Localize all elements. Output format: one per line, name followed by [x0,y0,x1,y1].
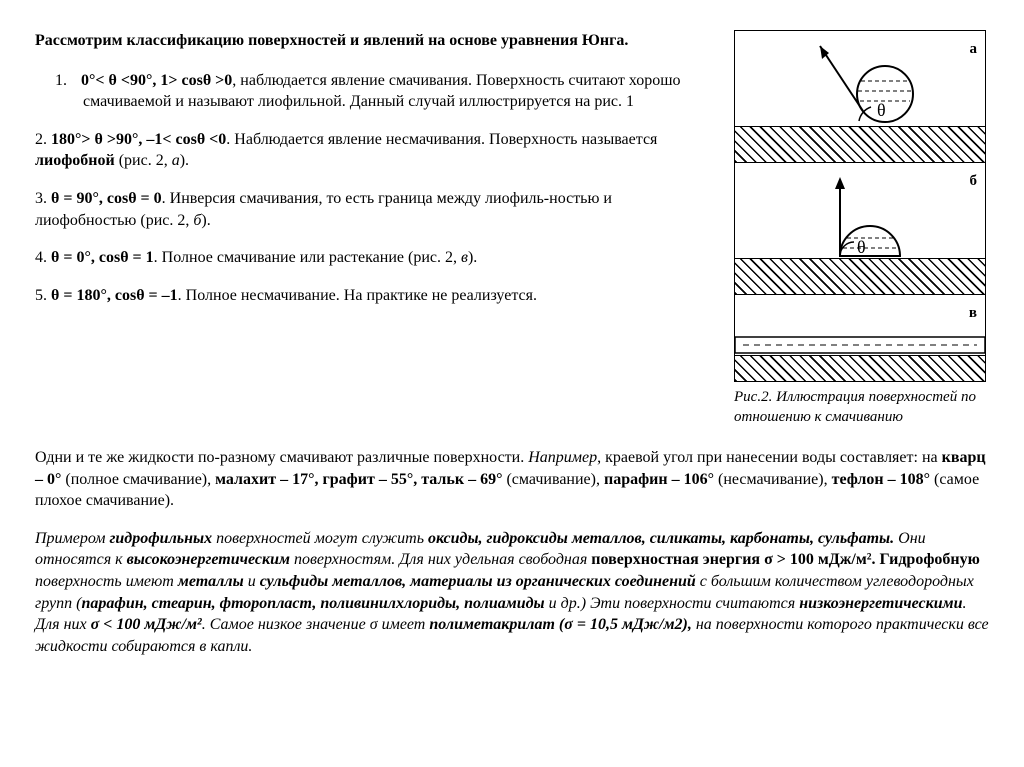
item-number: 2. [35,131,51,148]
item-number: 5. [35,287,51,304]
item-number: 4. [35,249,51,266]
text: . Самое низкое значение σ имеет [202,616,430,633]
text-bold: тефлон – 108° [832,471,930,488]
figure-column: а θ б [734,30,989,427]
paragraph-examples: Одни и те же жидкости по-разному смачива… [35,447,989,512]
text-bold: сульфиды металлов, материалы из органиче… [260,573,696,590]
condition: 180°> θ >90°, –1< cosθ <0 [51,131,226,148]
item-number: 3. [35,190,51,207]
item-text: ). [180,152,189,169]
text-bold: парафин – 106° [604,471,714,488]
spreading-film-icon [735,295,985,355]
term: лиофобной [35,152,115,169]
condition: θ = 90°, cosθ = 0 [51,190,162,207]
item-number: 1. [55,72,81,89]
paragraph-hydrophilic: Примером гидрофильных поверхностей могут… [35,528,989,658]
list-item-1: 1.0°< θ <90°, 1> cosθ >0, наблюдается яв… [35,70,709,113]
svg-text:θ: θ [877,100,886,120]
text-bold: гидрофильных [109,530,212,547]
text: Примером [35,530,109,547]
diagram-panel-a: а θ [735,31,985,126]
list-item-3: 3. θ = 90°, cosθ = 0. Инверсия смачивани… [35,188,709,231]
figure-2-diagram: а θ б [734,30,986,382]
ref: в [461,249,468,266]
condition: 0°< θ <90°, 1> cosθ >0 [81,72,232,89]
hatched-surface [735,355,985,381]
condition: θ = 180°, cosθ = –1 [51,287,178,304]
text-bold: малахит – 17°, графит – 55°, тальк – 69° [215,471,502,488]
drop-hemisphere-icon: θ [735,163,985,258]
text: и др.) Эти поверхности считаются [545,595,800,612]
diagram-panel-v: в [735,295,985,355]
diagram-panel-b: б θ [735,163,985,258]
figure-caption: Рис.2. Иллюстрация поверхностей по отнош… [734,388,989,427]
body-paragraphs: Одни и те же жидкости по-разному смачива… [35,447,989,657]
item-text: (рис. 2, [115,152,172,169]
item-text: ). [468,249,477,266]
text-bold: полиметакрилат (σ = 10,5 мДж/м2), [429,616,692,633]
text-bold: металлы [178,573,244,590]
text: Одни и те же жидкости по-разному смачива… [35,449,528,466]
item-text: . Полное смачивание или растекание (рис.… [154,249,461,266]
list-item-2: 2. 180°> θ >90°, –1< cosθ <0. Наблюдаетс… [35,129,709,172]
text-bold: высокоэнергетическим [127,551,290,568]
item-text: . Полное несмачивание. На практике не ре… [178,287,537,304]
text: (несмачивание), [714,471,832,488]
main-text-column: Рассмотрим классификацию поверхностей и … [35,30,709,427]
text: поверхностей могут служить [212,530,428,547]
text-bold: низкоэнергетическими [799,595,962,612]
list-item-5: 5. θ = 180°, cosθ = –1. Полное несмачива… [35,285,709,307]
hatched-surface [735,126,985,163]
item-text: ). [201,212,210,229]
text-bold: σ < 100 мДж/м² [91,616,202,633]
text: поверхностям. Для них удельная свободная [290,551,591,568]
list-item-4: 4. θ = 0°, cosθ = 1. Полное смачивание и… [35,247,709,269]
text: (смачивание), [502,471,604,488]
text: , краевой угол при нанесении воды состав… [597,449,942,466]
item-text: . Наблюдается явление несмачивания. Пове… [226,131,657,148]
text-bold: поверхностная энергия σ > 100 мДж/м². Ги… [591,551,980,568]
text-bold: парафин, стеарин, фторопласт, поливинилх… [81,595,544,612]
hatched-surface [735,258,985,295]
text-italic: Например [528,449,597,466]
ref: а [172,152,180,169]
text: поверхность имеют [35,573,178,590]
condition: θ = 0°, cosθ = 1 [51,249,154,266]
svg-text:θ: θ [857,237,866,257]
text: и [244,573,260,590]
heading: Рассмотрим классификацию поверхностей и … [83,30,709,52]
drop-nonwetting-icon: θ [735,31,985,126]
text: (полное смачивание), [61,471,215,488]
text-bold: оксиды, гидроксиды металлов, силикаты, к… [428,530,894,547]
